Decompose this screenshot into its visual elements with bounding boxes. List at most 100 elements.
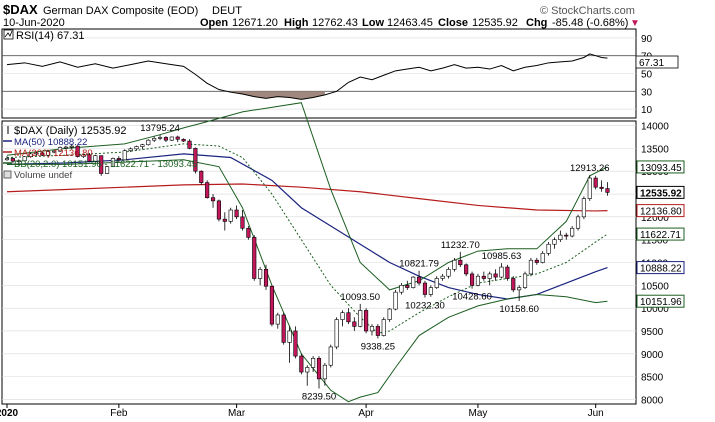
candle-up xyxy=(157,137,163,139)
candle-up xyxy=(393,291,398,310)
candle-up xyxy=(499,266,504,278)
price-annotation: 10428.60 xyxy=(452,292,492,303)
candle-down xyxy=(246,227,251,238)
candle-up xyxy=(105,166,110,174)
candle-up xyxy=(146,139,151,146)
candle-down xyxy=(564,234,569,237)
right-value-label: 10151.96 xyxy=(640,297,682,308)
candle-up xyxy=(517,287,522,291)
candle-down xyxy=(75,145,80,157)
candle-down xyxy=(469,273,475,286)
candle-down xyxy=(593,177,598,188)
exchange-label: DEUT xyxy=(212,5,242,17)
right-value-box xyxy=(636,204,685,218)
candle-down xyxy=(10,158,15,162)
price-annotation: 11232.70 xyxy=(441,240,480,251)
right-value-box xyxy=(636,261,685,275)
legend-item: $DAX (Daily) 12535.92 xyxy=(14,125,127,137)
candle-up xyxy=(57,147,63,152)
price-annotation: 8239.50 xyxy=(302,392,336,403)
x-axis-label: Apr xyxy=(358,408,374,419)
candle-up xyxy=(322,364,327,380)
candle-up xyxy=(328,346,333,366)
candle-up xyxy=(110,158,116,167)
candle-down xyxy=(116,158,121,161)
candle-down xyxy=(458,259,463,266)
price-tick-label: 14000 xyxy=(641,122,669,133)
candle-down xyxy=(464,264,469,275)
ma50-line xyxy=(6,153,608,300)
rsi-line xyxy=(6,53,608,100)
legend-volume-icon xyxy=(3,170,12,179)
candle-down xyxy=(375,326,380,336)
close-label: Close xyxy=(438,17,468,29)
rsi-legend: RSI(14) 67.31 xyxy=(16,30,84,42)
candle-up xyxy=(169,136,174,141)
candle-up xyxy=(287,330,292,343)
price-annotation: 10093.50 xyxy=(340,292,380,303)
candle-up xyxy=(587,177,592,199)
candle-up xyxy=(452,259,457,270)
price-tick-label: 10500 xyxy=(641,281,669,292)
rsi-legend-icon xyxy=(4,30,13,38)
price-tick-label: 12000 xyxy=(641,213,669,224)
price-tick-label: 9000 xyxy=(641,350,664,361)
candle-down xyxy=(205,182,210,198)
rsi-tick-label: 90 xyxy=(641,34,653,45)
right-value-label: 10888.22 xyxy=(640,264,682,275)
candle-up xyxy=(570,227,575,237)
high-value: 12762.43 xyxy=(312,17,358,29)
candle-down xyxy=(352,321,357,327)
price-annotation: 9338.25 xyxy=(361,341,395,352)
candle-up xyxy=(128,148,133,151)
candle-up xyxy=(540,253,545,263)
candle-up xyxy=(69,145,74,148)
right-value-label: 12535.92 xyxy=(640,188,682,199)
candle-down xyxy=(605,188,610,193)
low-label: Low xyxy=(362,17,384,29)
rsi-panel: RSI(14) 67.31 9070503010 67.31 xyxy=(1,28,679,119)
candle-up xyxy=(334,319,339,348)
close-value: 12535.92 xyxy=(472,17,518,29)
candle-down xyxy=(210,197,216,202)
candle-up xyxy=(228,209,233,222)
right-value-label: 12136.80 xyxy=(640,207,682,218)
x-axis-label: Feb xyxy=(110,408,128,419)
candle-up xyxy=(152,138,157,141)
candle-up xyxy=(428,287,433,295)
candle-down xyxy=(240,216,245,229)
right-value-label: 13093.45 xyxy=(640,163,682,174)
candle-up xyxy=(63,146,68,149)
candle-down xyxy=(316,358,322,380)
candle-up xyxy=(340,312,345,320)
candle-up xyxy=(22,156,27,162)
price-tick-label: 8000 xyxy=(641,395,664,406)
x-axis-label: Mar xyxy=(228,408,246,419)
right-value-box xyxy=(636,160,685,174)
candle-up xyxy=(552,239,557,245)
candle-up xyxy=(411,276,416,288)
candle-down xyxy=(364,310,369,332)
chg-down-arrow-icon: ▼ xyxy=(630,18,640,29)
candle-down xyxy=(193,148,198,172)
candle-up xyxy=(434,278,439,288)
x-axis-label: May xyxy=(468,408,487,419)
candle-down xyxy=(187,140,192,149)
candle-up xyxy=(34,152,39,155)
bb-upper-line xyxy=(6,102,608,291)
rsi-current-label: 67.31 xyxy=(639,58,664,69)
candle-down xyxy=(252,237,257,279)
chg-value: -85.48 (-0.68%) xyxy=(552,17,628,29)
candle-down xyxy=(599,186,604,189)
candle-up xyxy=(522,273,528,288)
candle-down xyxy=(222,218,227,222)
candle-up xyxy=(52,150,57,153)
price-tick-label: 8500 xyxy=(641,373,664,384)
candle-down xyxy=(175,136,180,140)
candle-down xyxy=(216,200,221,220)
candle-down xyxy=(505,266,510,279)
low-value: 12463.45 xyxy=(387,17,433,29)
price-panel: 13795.24 8239.50 10093.50 9338.25 10821.79 10… xyxy=(1,102,685,406)
candle-up xyxy=(399,285,404,293)
